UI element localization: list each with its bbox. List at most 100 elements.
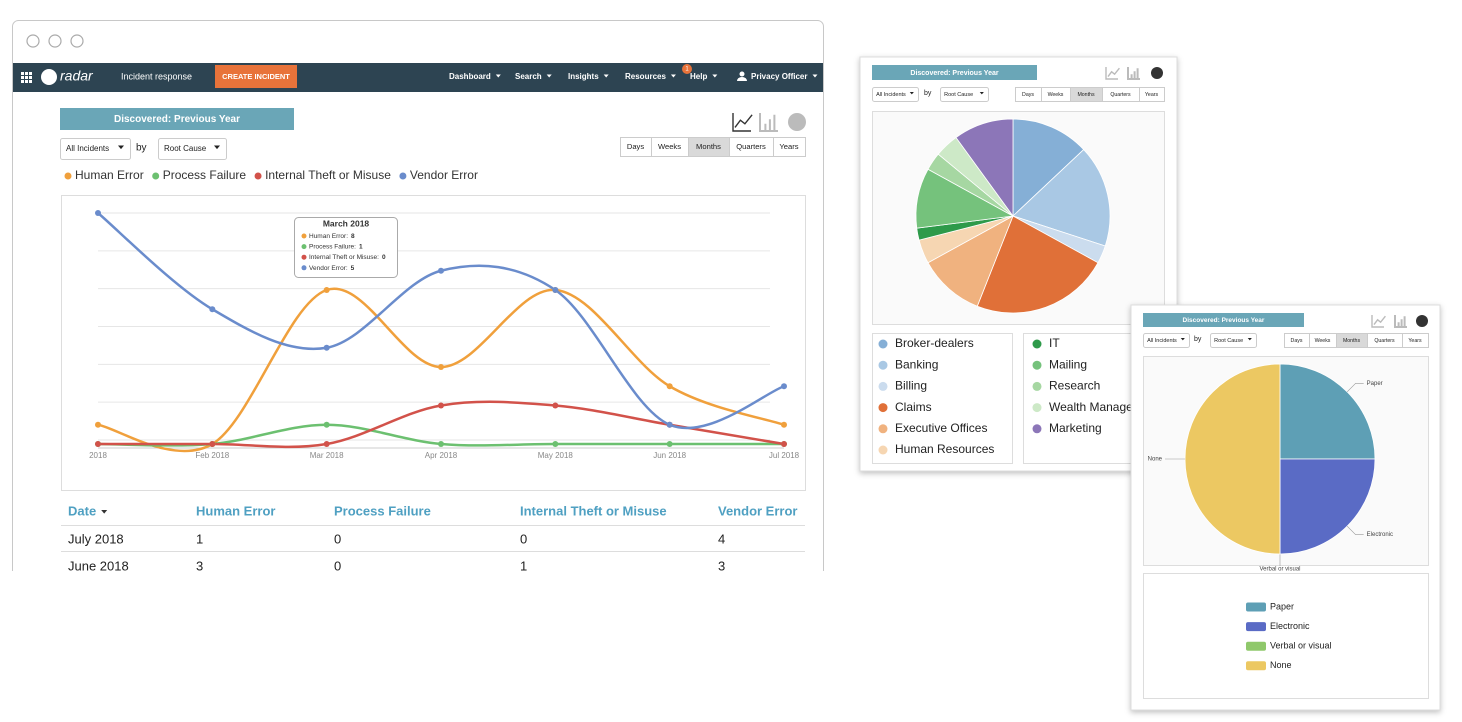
panel-title-bg <box>1143 313 1304 327</box>
legend-marker <box>1032 403 1042 413</box>
data-point <box>323 441 330 447</box>
tooltip-marker <box>301 254 307 260</box>
dropdown-label[interactable]: Root Cause <box>164 144 207 153</box>
pie-slice <box>1279 363 1376 460</box>
period-tab[interactable] <box>1402 333 1429 348</box>
data-point <box>666 383 673 390</box>
data-point <box>781 441 787 447</box>
column-header[interactable]: Vendor Error <box>718 503 797 518</box>
dropdown[interactable] <box>940 87 989 102</box>
period-tab-label[interactable]: Weeks <box>1048 92 1064 98</box>
line-chart-icon[interactable] <box>1105 67 1120 80</box>
user-menu[interactable]: Privacy Officer <box>751 72 807 81</box>
pie-chart-icon[interactable] <box>1416 315 1428 327</box>
column-header[interactable]: Internal Theft or Misuse <box>520 503 667 518</box>
period-tab-label[interactable]: Quarters <box>736 142 766 151</box>
period-tab-label[interactable]: Quarters <box>1110 92 1131 98</box>
window-button[interactable] <box>26 34 40 48</box>
dropdown-label[interactable]: All Incidents <box>66 144 109 153</box>
period-tab-label[interactable]: Weeks <box>1315 338 1331 344</box>
dropdown[interactable] <box>1210 333 1257 348</box>
create-button[interactable]: CREATE INCIDENT <box>222 72 290 81</box>
period-tab-label[interactable]: Years <box>779 142 798 151</box>
logo <box>41 69 57 85</box>
dropdown-label[interactable]: All Incidents <box>1147 338 1177 344</box>
caret <box>118 145 124 150</box>
legend-label: Wealth Manage <box>1049 400 1133 414</box>
data-point <box>438 364 444 370</box>
legend-label: Banking <box>895 357 938 371</box>
table-cell: 0 <box>334 558 341 573</box>
line-chart-icon[interactable] <box>1371 315 1386 328</box>
legend-label: Billing <box>895 379 927 393</box>
period-tab-label[interactable]: Quarters <box>1374 338 1395 344</box>
table-cell: 3 <box>718 558 725 573</box>
period-tab-label[interactable]: Days <box>1291 338 1303 344</box>
period-tab-label[interactable]: Months <box>1343 338 1361 344</box>
tooltip-marker <box>301 244 307 250</box>
legend-label: Process Failure <box>163 168 247 182</box>
pie-chart-icon[interactable] <box>1151 67 1163 79</box>
bar-chart-icon[interactable] <box>1394 315 1407 328</box>
bar-chart-icon[interactable] <box>1127 67 1140 80</box>
nav-item[interactable]: Dashboard <box>449 72 491 81</box>
menu-icon <box>21 76 24 79</box>
dropdown[interactable] <box>158 138 227 160</box>
nav-item[interactable]: Insights <box>568 72 599 81</box>
menu-icon <box>25 80 28 83</box>
tooltip-value: 1 <box>359 243 363 250</box>
dropdown-label[interactable]: Root Cause <box>1214 338 1243 344</box>
nav-item[interactable]: Resources <box>625 72 666 81</box>
period-tab-label[interactable]: Years <box>1408 338 1422 344</box>
badge <box>682 64 692 74</box>
window-button[interactable] <box>70 34 84 48</box>
legend-marker <box>1246 622 1266 632</box>
column-header[interactable]: Human Error <box>196 503 275 518</box>
legend-label: Broker-dealers <box>895 336 974 350</box>
legend-marker <box>1246 602 1266 612</box>
period-tab[interactable] <box>773 137 806 157</box>
line-chart-icon[interactable] <box>732 113 753 132</box>
table-cell: 1 <box>196 531 203 546</box>
caret <box>495 74 501 78</box>
legend-marker <box>64 172 72 180</box>
column-header[interactable]: Process Failure <box>334 503 431 518</box>
period-tab-label[interactable]: Days <box>1022 92 1034 98</box>
dropdown[interactable] <box>60 138 131 160</box>
data-point <box>552 287 559 293</box>
data-point <box>209 441 216 447</box>
data-point <box>438 267 444 274</box>
legend-label: Verbal or visual <box>1270 641 1332 651</box>
column-header[interactable]: Date <box>68 503 96 518</box>
period-tab-label[interactable]: Months <box>1077 92 1095 98</box>
chart-area <box>61 195 806 491</box>
legend-label: Claims <box>895 400 932 414</box>
table-cell: 0 <box>520 531 527 546</box>
create-button-bg[interactable] <box>215 65 297 88</box>
caret <box>1247 337 1252 341</box>
period-tab-label[interactable]: Days <box>627 142 645 151</box>
bar-chart-icon[interactable] <box>759 113 778 132</box>
dropdown[interactable] <box>872 87 919 102</box>
nav-item[interactable]: Help <box>690 72 707 81</box>
dropdown-label[interactable]: Root Cause <box>944 92 973 98</box>
table-cell: June 2018 <box>68 558 129 573</box>
tooltip-value: 8 <box>351 233 355 240</box>
period-tab-label[interactable]: Years <box>1145 92 1159 98</box>
window-button[interactable] <box>48 34 62 48</box>
data-point <box>781 421 787 428</box>
period-tab-label[interactable]: Months <box>696 142 721 151</box>
pie-chart-icon[interactable] <box>788 113 806 131</box>
period-tab[interactable] <box>1139 87 1165 102</box>
caret <box>812 74 818 78</box>
nav-item[interactable]: Search <box>515 72 542 81</box>
period-tab-label[interactable]: Weeks <box>658 142 681 151</box>
app-title: Incident response <box>121 71 192 81</box>
dropdown[interactable] <box>1143 333 1190 348</box>
legend-label: Vendor Error <box>410 168 478 182</box>
caret <box>909 91 914 95</box>
data-point <box>552 441 559 447</box>
data-point <box>438 441 444 447</box>
dropdown-label[interactable]: All Incidents <box>876 92 906 98</box>
